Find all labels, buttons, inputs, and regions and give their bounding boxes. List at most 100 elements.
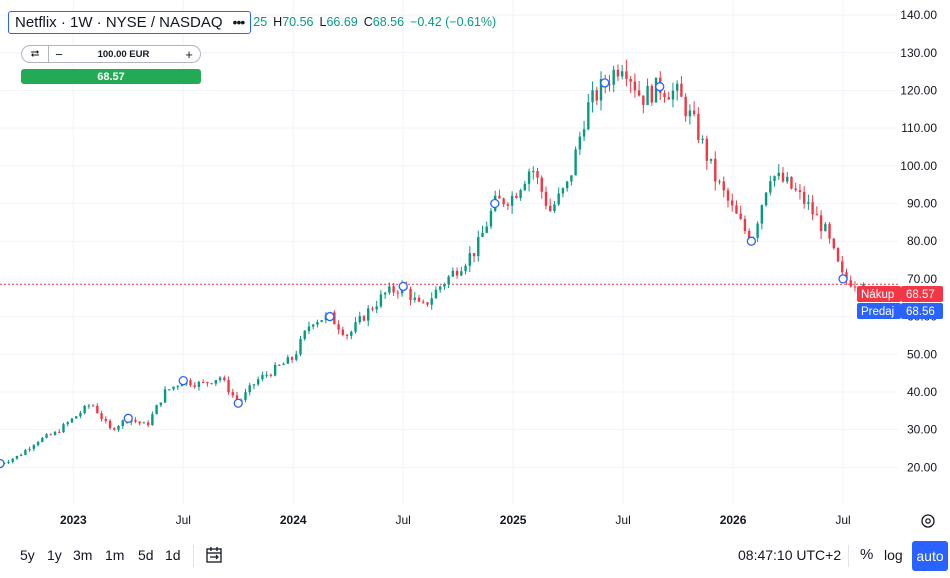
timeframe-1m[interactable]: 1m: [105, 547, 125, 563]
time-tick-label: 2024: [280, 513, 307, 527]
buy-price-button[interactable]: 68.57: [21, 69, 201, 84]
candle-body: [807, 202, 810, 204]
candle-body: [438, 286, 442, 290]
settings-icon[interactable]: [921, 514, 935, 528]
candle-body: [455, 270, 459, 276]
candle-body: [671, 90, 675, 100]
candle-body: [705, 138, 709, 161]
candle-body: [815, 214, 819, 216]
quantity-stepper[interactable]: ⮂ − 100.00 EUR +: [21, 45, 201, 63]
more-icon[interactable]: •••: [232, 14, 246, 30]
candle-body: [663, 93, 666, 98]
earnings-marker-icon: [838, 274, 848, 284]
divider: [193, 545, 194, 567]
candle-body: [36, 441, 40, 446]
percent-toggle[interactable]: %: [860, 546, 874, 563]
candle-body: [206, 382, 209, 384]
time-tick-label: 2023: [60, 513, 87, 527]
candle-body: [341, 329, 345, 335]
candle-body: [316, 321, 319, 325]
symbol-selector[interactable]: Netflix · 1W · NYSE / NASDAQ •••: [8, 10, 252, 34]
candle-body: [104, 419, 108, 421]
buy-value: 68.57: [906, 289, 935, 301]
price-tick-label: 140.00: [900, 8, 937, 22]
timeframe-1y[interactable]: 1y: [47, 547, 62, 563]
price-tick-label: 100.00: [900, 159, 937, 173]
candle-body: [108, 420, 112, 429]
candle-body: [345, 334, 349, 336]
candle-body: [798, 190, 802, 192]
price-tick-label: 130.00: [900, 46, 937, 60]
candle-body: [646, 85, 649, 105]
candle-body: [536, 171, 539, 178]
candle-body: [426, 302, 429, 305]
candle-body: [731, 200, 734, 206]
candle-body: [19, 454, 23, 456]
price-axis[interactable]: 20.0030.0040.0050.0060.0070.0080.0090.00…: [900, 8, 937, 474]
candle-body: [468, 253, 472, 266]
price-tick-label: 120.00: [900, 83, 937, 97]
candle-body: [392, 286, 395, 293]
candle-body: [24, 449, 27, 455]
candle-body: [210, 383, 213, 385]
candle-body: [256, 379, 260, 385]
candle-body: [379, 294, 383, 307]
candle-body: [718, 181, 721, 183]
price-tick-label: 20.00: [907, 460, 937, 474]
auto-scale-toggle[interactable]: auto: [912, 541, 948, 571]
candle-body: [489, 210, 493, 227]
candle-body: [460, 271, 463, 276]
time-tick-label: Jul: [396, 513, 411, 527]
calendar-range-icon[interactable]: [204, 545, 224, 565]
time-tick-label: Jul: [176, 513, 191, 527]
time-axis[interactable]: 2023 Jul 2024 Jul 2025 Jul 2026 Jul: [60, 513, 851, 527]
candle-body: [743, 218, 747, 232]
clock-timezone[interactable]: 08:47:10 UTC+2: [738, 547, 842, 563]
candle-body: [654, 77, 658, 103]
candle-body: [557, 193, 560, 205]
candle-body: [45, 434, 48, 438]
candle-body: [100, 413, 103, 420]
decrease-button[interactable]: −: [55, 46, 63, 62]
candle-body: [201, 381, 205, 383]
candle-body: [502, 198, 505, 205]
candle-body: [553, 204, 556, 212]
candle-body: [498, 195, 501, 199]
candle-body: [87, 405, 91, 407]
timeframe-1d[interactable]: 1d: [165, 547, 181, 563]
candle-body: [565, 181, 569, 189]
candle-body: [286, 357, 290, 364]
quantity-value[interactable]: 100.00 EUR: [97, 48, 150, 60]
candle-body: [413, 297, 416, 300]
candle-body: [28, 448, 31, 450]
candle-body: [7, 461, 10, 463]
candle-body: [595, 90, 598, 101]
price-tick-label: 50.00: [907, 347, 937, 361]
candle-body: [371, 308, 374, 310]
event-markers[interactable]: [0, 78, 848, 469]
candle-body: [523, 183, 527, 191]
candle-body: [802, 191, 806, 204]
candle-body: [629, 78, 632, 82]
log-toggle[interactable]: log: [884, 547, 903, 563]
trade-widget: ⮂ − 100.00 EUR + 68.57: [21, 45, 201, 84]
candle-body: [159, 402, 163, 406]
increase-button[interactable]: +: [185, 46, 193, 62]
timeframe-5y[interactable]: 5y: [20, 547, 35, 563]
candle-body: [299, 338, 302, 355]
candle-body: [506, 204, 510, 206]
sell-tag: [857, 303, 901, 319]
candle-body: [320, 320, 323, 322]
swap-icon[interactable]: ⮂: [22, 46, 49, 62]
candle-body: [824, 224, 827, 232]
candle-body: [777, 172, 780, 177]
symbol-legend: Netflix · 1W · NYSE / NASDAQ ••• 25 H70.…: [8, 10, 496, 34]
timeframe-5d[interactable]: 5d: [138, 547, 154, 563]
candle-body: [32, 445, 36, 449]
candle-body: [447, 276, 450, 285]
close-label: C: [363, 15, 373, 29]
candle-body: [633, 81, 637, 91]
timeframe-3m[interactable]: 3m: [73, 547, 93, 563]
open-value: 25: [253, 15, 268, 29]
